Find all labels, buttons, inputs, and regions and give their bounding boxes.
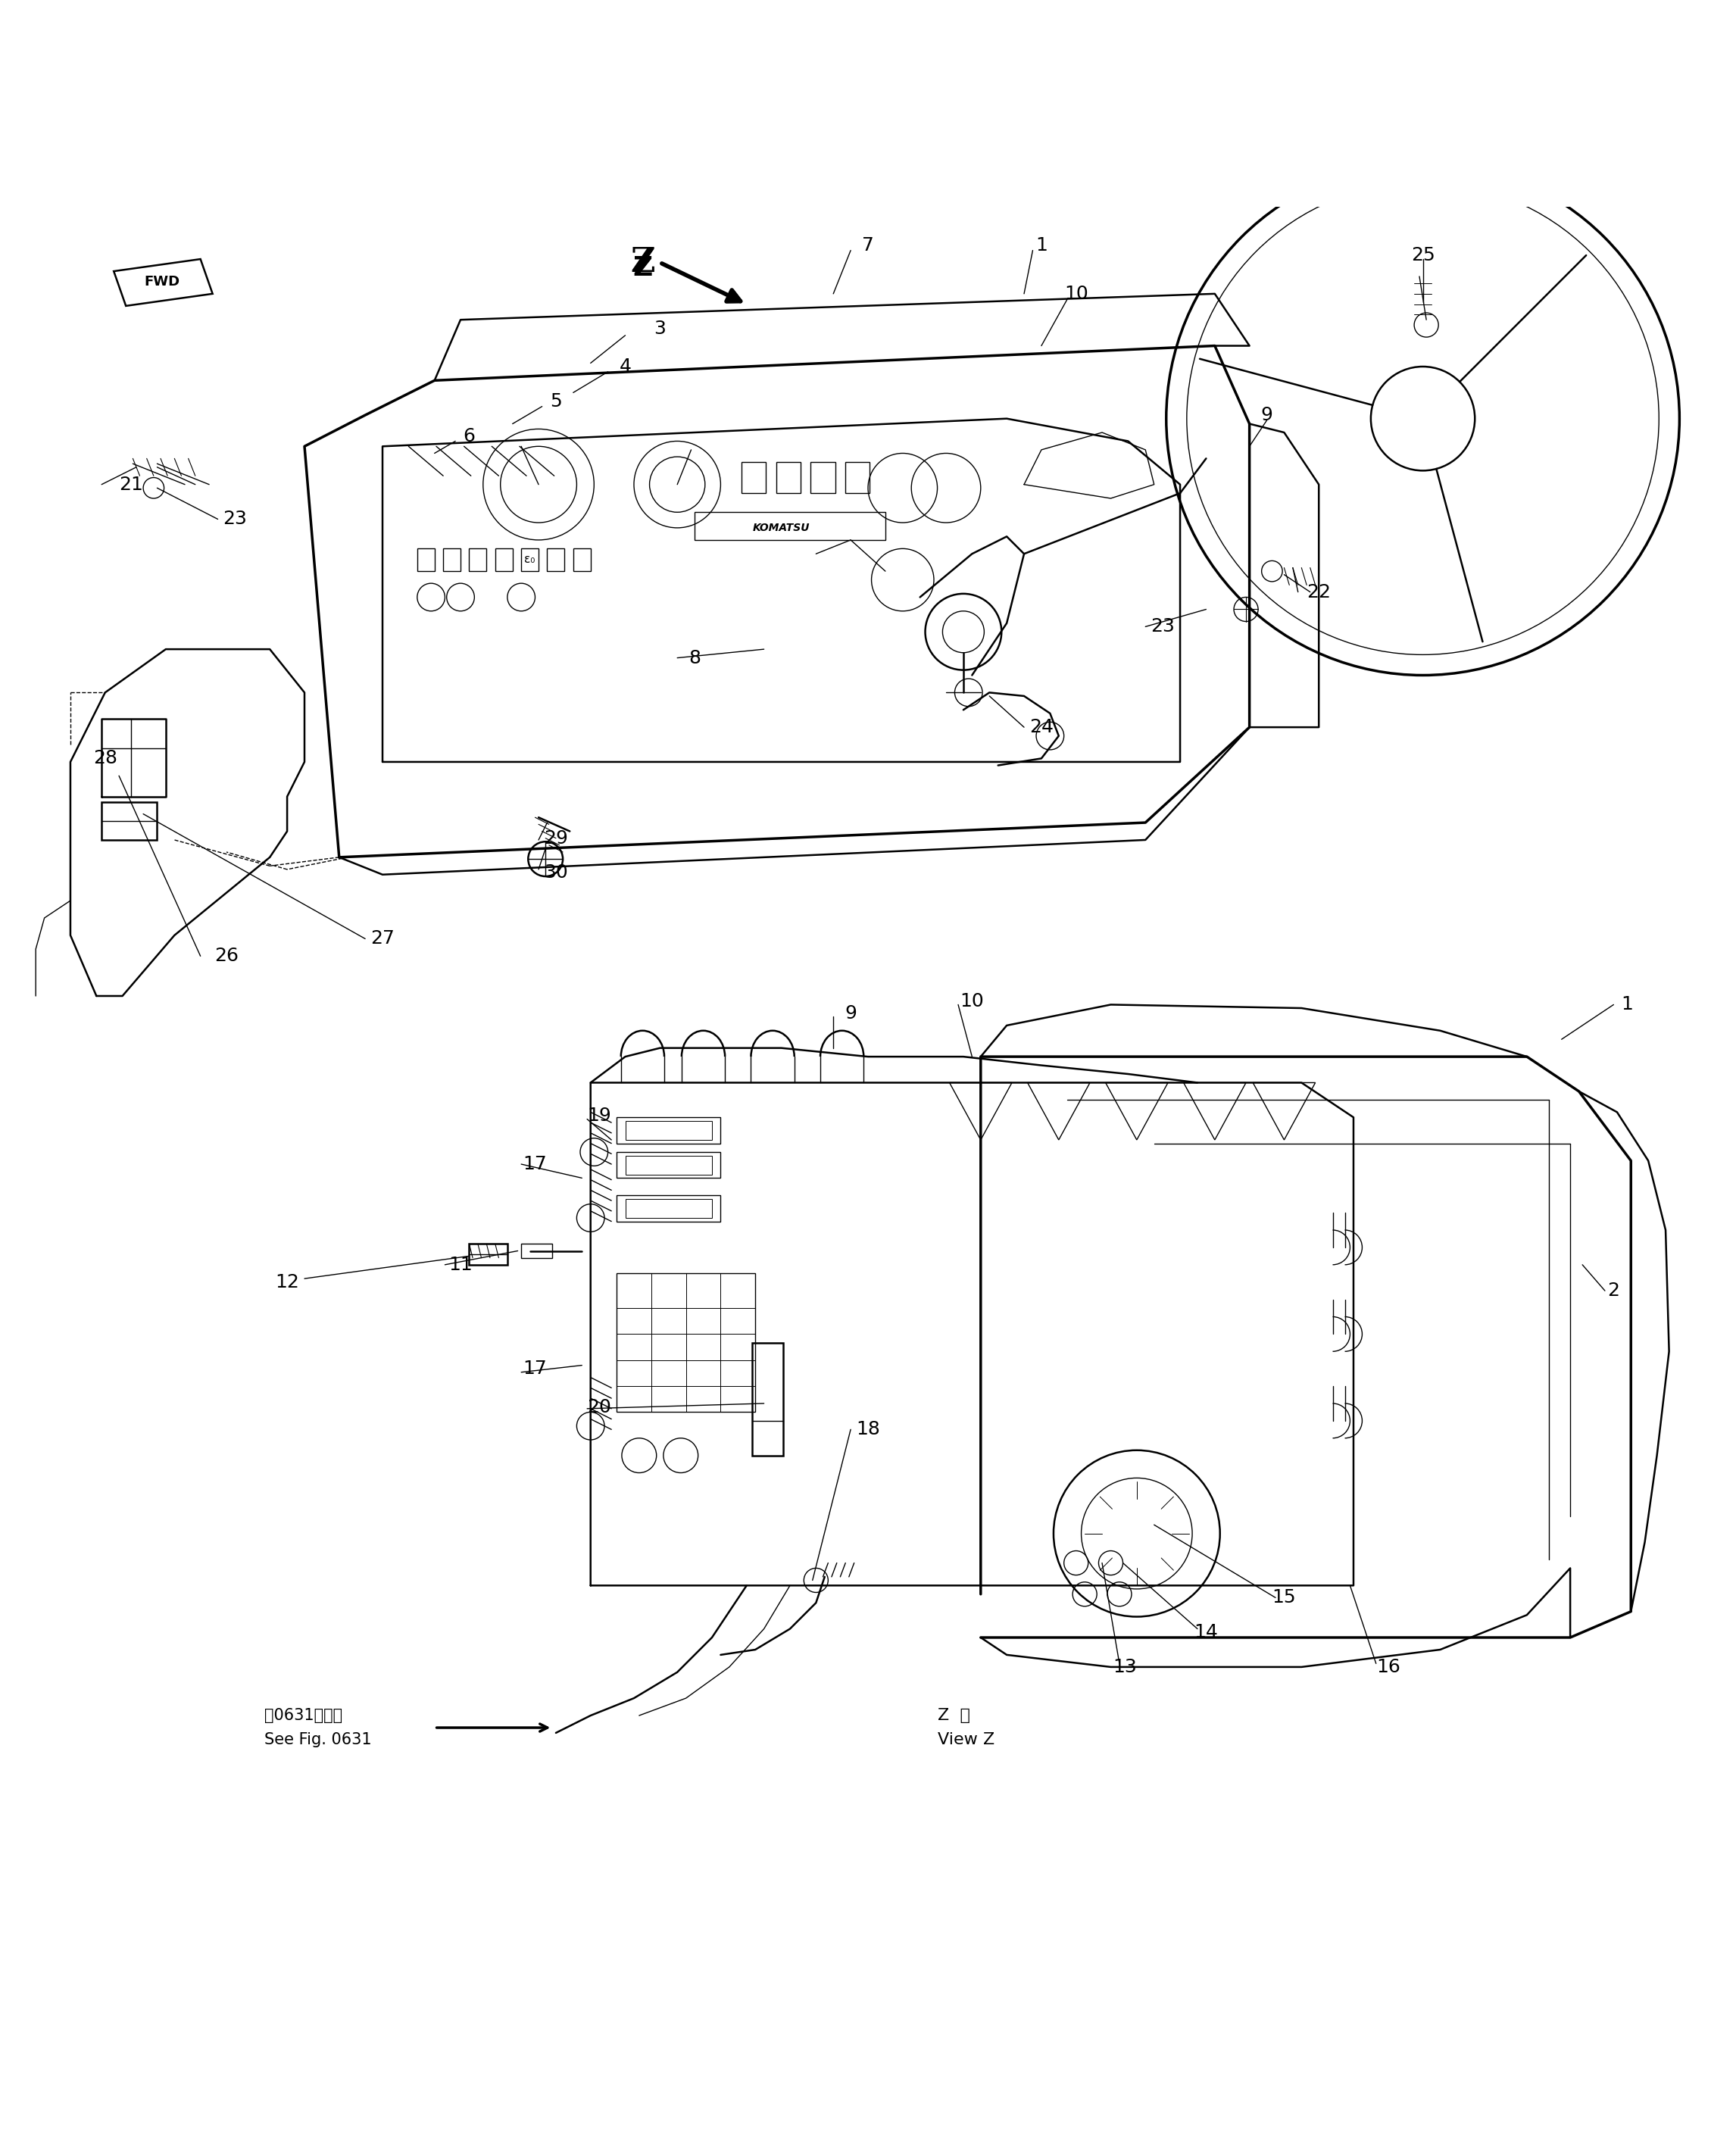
Text: 27: 27 xyxy=(370,930,394,947)
Text: 13: 13 xyxy=(1113,1658,1137,1675)
Bar xyxy=(625,1199,712,1218)
Text: 18: 18 xyxy=(856,1420,880,1439)
Bar xyxy=(616,1196,720,1222)
Text: Z  視: Z 視 xyxy=(937,1708,970,1723)
Text: FWD: FWD xyxy=(144,275,181,288)
Text: KOMATSU: KOMATSU xyxy=(753,522,811,533)
Text: 25: 25 xyxy=(1411,247,1436,264)
Bar xyxy=(547,548,564,571)
Text: 9: 9 xyxy=(1260,406,1272,423)
Text: 8: 8 xyxy=(689,649,701,668)
Bar xyxy=(102,801,156,840)
Bar xyxy=(741,462,766,494)
Bar xyxy=(521,548,538,571)
Text: 30: 30 xyxy=(543,863,568,883)
Bar xyxy=(443,548,460,571)
Bar xyxy=(694,511,885,539)
Text: 19: 19 xyxy=(587,1106,611,1126)
Text: 17: 17 xyxy=(523,1360,547,1377)
Text: 28: 28 xyxy=(94,750,118,767)
Bar xyxy=(495,548,512,571)
Bar xyxy=(521,1244,552,1259)
Bar xyxy=(573,548,590,571)
Text: 5: 5 xyxy=(550,393,562,410)
Text: 21: 21 xyxy=(120,475,142,494)
Text: See Fig. 0631: See Fig. 0631 xyxy=(264,1731,372,1746)
Text: 6: 6 xyxy=(464,427,476,445)
Bar xyxy=(811,462,835,494)
Text: 3: 3 xyxy=(654,320,667,337)
Text: 22: 22 xyxy=(1307,582,1332,601)
Text: 20: 20 xyxy=(587,1398,611,1416)
Bar xyxy=(616,1274,755,1411)
Text: 10: 10 xyxy=(1064,286,1088,303)
Bar xyxy=(625,1121,712,1141)
Bar xyxy=(616,1117,720,1143)
Text: 15: 15 xyxy=(1272,1590,1297,1607)
Bar xyxy=(616,1151,720,1177)
Bar xyxy=(417,548,434,571)
Text: 29: 29 xyxy=(543,829,568,846)
Bar xyxy=(469,548,486,571)
Text: 26: 26 xyxy=(214,947,238,964)
Text: 23: 23 xyxy=(1151,619,1175,636)
Text: 9: 9 xyxy=(845,1005,856,1022)
Text: 24: 24 xyxy=(1029,717,1054,737)
Text: ε₀: ε₀ xyxy=(524,554,535,565)
Text: 17: 17 xyxy=(523,1156,547,1173)
Text: 12: 12 xyxy=(274,1274,299,1291)
Text: Z: Z xyxy=(630,247,654,279)
Text: 10: 10 xyxy=(960,992,984,1010)
Text: 2: 2 xyxy=(1608,1282,1620,1300)
Text: 7: 7 xyxy=(863,236,873,253)
Text: 16: 16 xyxy=(1377,1658,1401,1675)
Text: 11: 11 xyxy=(448,1257,472,1274)
Bar xyxy=(752,1342,783,1456)
Text: Z: Z xyxy=(632,256,653,281)
Bar xyxy=(845,462,870,494)
Bar xyxy=(469,1244,507,1265)
Bar xyxy=(625,1156,712,1175)
Text: 1: 1 xyxy=(1035,236,1047,253)
Text: View Z: View Z xyxy=(937,1731,995,1746)
Text: 第0631図参照: 第0631図参照 xyxy=(264,1708,342,1723)
Text: 4: 4 xyxy=(620,357,632,376)
Text: 1: 1 xyxy=(1621,995,1634,1014)
Bar xyxy=(776,462,800,494)
Text: 23: 23 xyxy=(222,509,247,528)
Text: 14: 14 xyxy=(1194,1624,1219,1641)
